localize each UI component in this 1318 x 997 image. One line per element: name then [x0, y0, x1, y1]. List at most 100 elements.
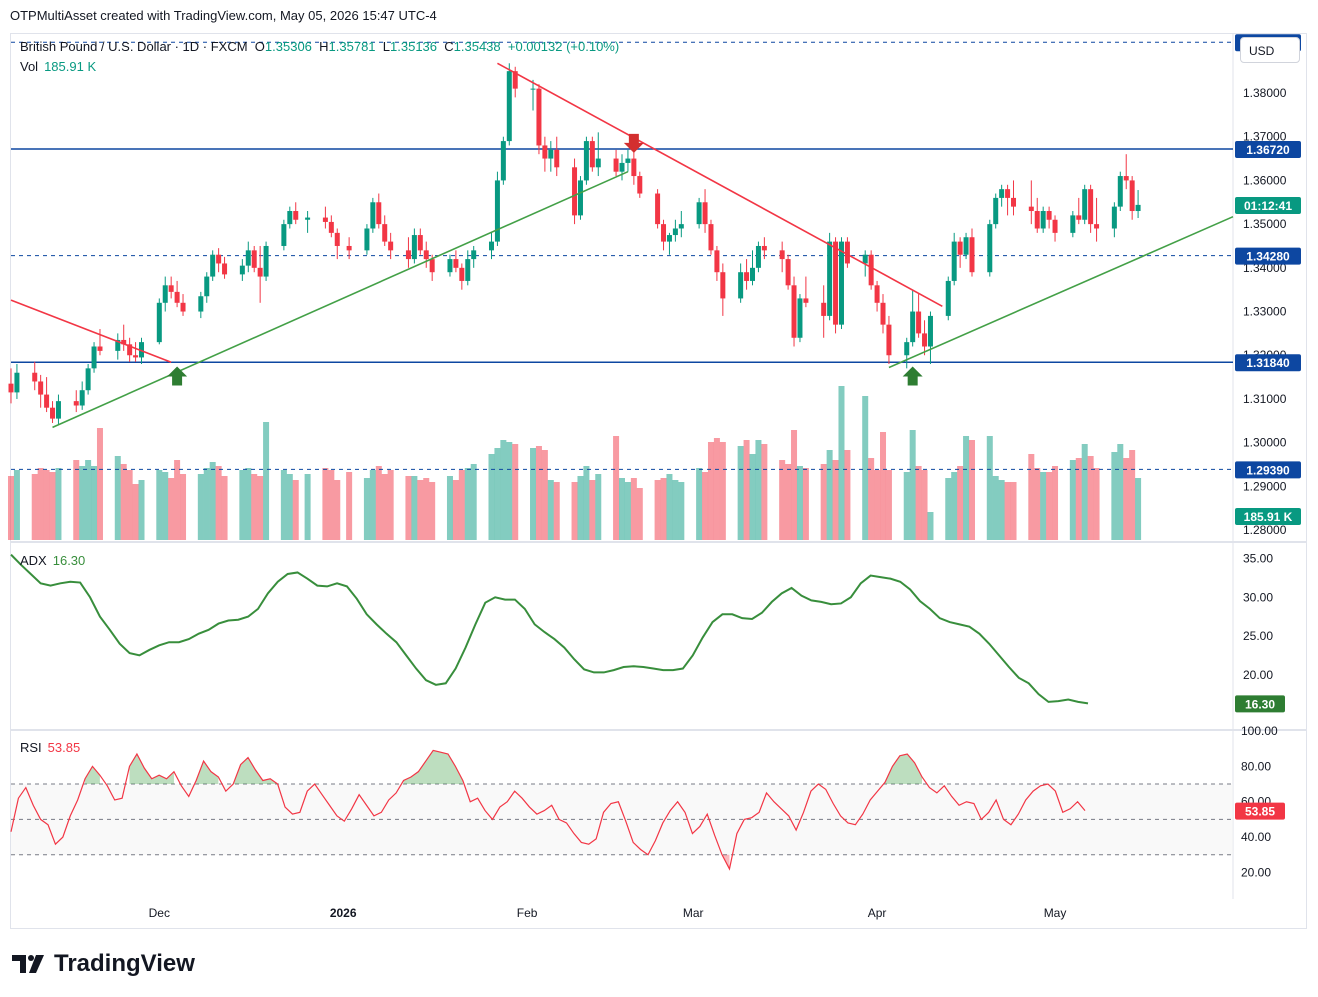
candle-body — [1094, 224, 1100, 229]
price-axis-label: 1.36720 — [1235, 140, 1301, 158]
rsi-value-label: 53.85 — [1245, 805, 1275, 819]
candle-body — [139, 342, 145, 358]
candle-body — [548, 149, 554, 159]
candle-body — [376, 202, 382, 225]
volume-bar — [630, 478, 637, 540]
candle-body — [619, 162, 625, 172]
volume-bar — [286, 474, 293, 540]
adx-label[interactable]: ADX — [20, 553, 47, 568]
uptrend-line — [52, 170, 629, 429]
candle-body — [85, 368, 91, 391]
volume-bar — [583, 466, 590, 540]
symbol-legend: British Pound / U.S. Dollar · 1D · FXCM … — [20, 39, 619, 54]
candle-body — [334, 232, 340, 246]
candle-body — [1082, 189, 1088, 220]
volume-bar — [346, 472, 353, 540]
price-tick-label: 1.38000 — [1243, 86, 1287, 100]
price-axis-label-box — [1235, 140, 1301, 158]
candle-body — [263, 245, 269, 277]
candle-body — [44, 394, 50, 408]
currency-button[interactable]: USD — [1240, 37, 1300, 63]
volume-bar — [263, 422, 270, 540]
adx-value-label: 16.30 — [1245, 697, 1275, 711]
candle-body — [471, 250, 477, 260]
volume-bar — [820, 464, 827, 540]
candle-body — [55, 401, 61, 419]
rsi-label[interactable]: RSI — [20, 740, 42, 755]
candle-body — [281, 224, 287, 246]
volume-bar — [968, 440, 975, 540]
adx-tick-label: 35.00 — [1243, 552, 1273, 566]
volume-bar — [494, 448, 501, 540]
volume-bar — [512, 444, 519, 540]
volume-bar — [530, 448, 537, 540]
volume-bar — [951, 472, 958, 540]
candle-body — [168, 285, 174, 292]
candle-body — [287, 211, 293, 225]
volume-bar — [945, 478, 952, 540]
symbol-name[interactable]: British Pound / U.S. Dollar · 1D · FXCM — [20, 39, 248, 54]
price-axis-label-box — [1235, 461, 1301, 479]
candle-body — [1117, 176, 1123, 207]
candle-body — [750, 267, 756, 281]
volume-bar — [553, 482, 560, 540]
candle-body — [910, 311, 916, 343]
candle-body — [993, 197, 999, 225]
volume-bar — [1010, 482, 1017, 540]
candle-body — [115, 339, 121, 351]
volume-label[interactable]: Vol — [20, 59, 39, 74]
candle-body — [744, 272, 750, 281]
low-label: L — [382, 39, 391, 54]
candle-body — [922, 333, 928, 347]
volume-bar — [909, 430, 916, 540]
price-axis-label-box — [1235, 354, 1301, 372]
buy-signal-arrow-icon — [902, 366, 923, 386]
candle-body — [554, 149, 560, 168]
volume-bar — [429, 482, 436, 540]
downtrend-line — [497, 62, 943, 307]
volume-bar — [245, 468, 252, 540]
volume-bar — [571, 482, 578, 540]
volume-bar — [796, 466, 803, 540]
candle-body — [678, 224, 684, 229]
volume-bar — [737, 446, 744, 540]
volume-bar — [915, 466, 922, 540]
candle-body — [666, 235, 672, 242]
candle-body — [411, 235, 417, 260]
volume-bar — [785, 464, 792, 540]
volume-bar — [885, 470, 892, 540]
adx-value-label-box — [1235, 695, 1285, 713]
volume-bar — [322, 468, 329, 540]
volume-bar — [832, 460, 839, 540]
adx-value: 16.30 — [52, 553, 86, 568]
volume-bar — [844, 450, 851, 540]
price-tick-label: 1.31000 — [1243, 392, 1287, 406]
volume-bar — [613, 436, 620, 540]
volume-bar — [624, 482, 631, 540]
candle-body — [222, 263, 228, 275]
volume-bar — [874, 470, 881, 540]
volume-bar — [120, 464, 127, 540]
high-value: 1.35781 — [328, 39, 376, 54]
candle-body — [73, 401, 79, 406]
candle-body — [14, 372, 20, 393]
chart-caption: OTPMultiAsset created with TradingView.c… — [10, 8, 437, 23]
tradingview-logo[interactable]: TradingView — [12, 950, 195, 978]
volume-bar — [1034, 468, 1041, 540]
candle-body — [1011, 197, 1017, 207]
candle-body — [512, 71, 518, 89]
volume-bar — [411, 476, 418, 540]
volume-bar — [957, 466, 964, 540]
volume-bar — [13, 470, 20, 540]
volume-bar — [452, 480, 459, 540]
adx-pane — [11, 543, 1233, 729]
candle-body — [862, 254, 868, 264]
candle-body — [702, 202, 708, 225]
candle-body — [1028, 206, 1034, 212]
volume-bar — [203, 468, 210, 540]
adx-legend: ADX 16.30 — [20, 553, 85, 568]
price-axis-label-box — [1235, 196, 1301, 214]
volume-bar — [280, 470, 287, 540]
candle-body — [293, 211, 299, 220]
